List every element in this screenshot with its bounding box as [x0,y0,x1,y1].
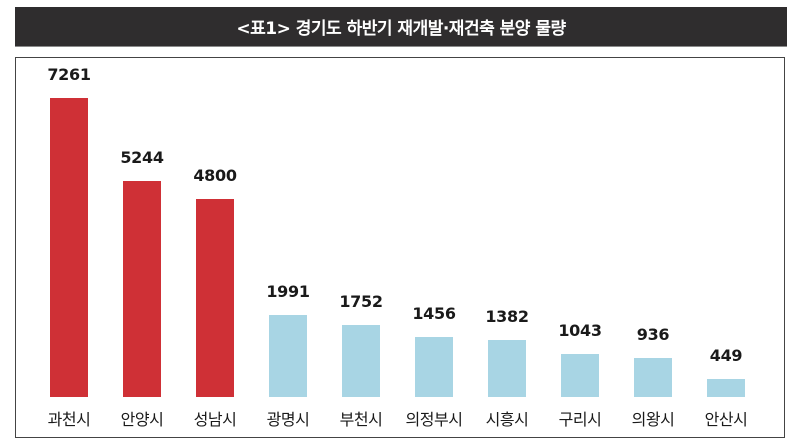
category-label: 의왕시 [631,410,675,429]
bar [707,378,745,397]
bar [269,315,307,397]
category-label: 안산시 [704,410,748,429]
category-label: 부천시 [339,410,383,429]
category-label: 광명시 [266,410,310,429]
chart-title: <표1> 경기도 하반기 재개발·재건축 분양 물량 [236,19,566,39]
bar [196,199,234,397]
bar-value-label: 1752 [339,291,383,311]
bar [342,324,380,397]
category-label: 의정부시 [405,410,463,429]
bar-value-label: 1991 [266,282,310,301]
category-label: 성남시 [193,410,237,429]
chart-title-bar: <표1> 경기도 하반기 재개발·재건축 분양 물량 [15,7,787,47]
category-label: 과천시 [47,410,91,429]
category-label: 시흥시 [485,410,529,429]
bar [123,181,161,397]
bar-value-label: 449 [709,345,743,365]
chart-frame [15,57,785,438]
bar-value-label: 7261 [47,65,91,84]
bar-value-label: 1382 [485,307,529,327]
bar-value-label: 1043 [558,321,602,341]
category-label: 안양시 [120,410,164,429]
category-label: 구리시 [558,410,602,429]
bar [50,98,88,397]
bar-value-label: 936 [636,325,670,345]
bar-value-label: 5244 [120,148,164,168]
bar [561,354,599,397]
bar [415,337,453,397]
bar [634,358,672,397]
bar [488,340,526,397]
bar-value-label: 4800 [193,166,237,186]
bar-value-label: 1456 [412,304,456,324]
